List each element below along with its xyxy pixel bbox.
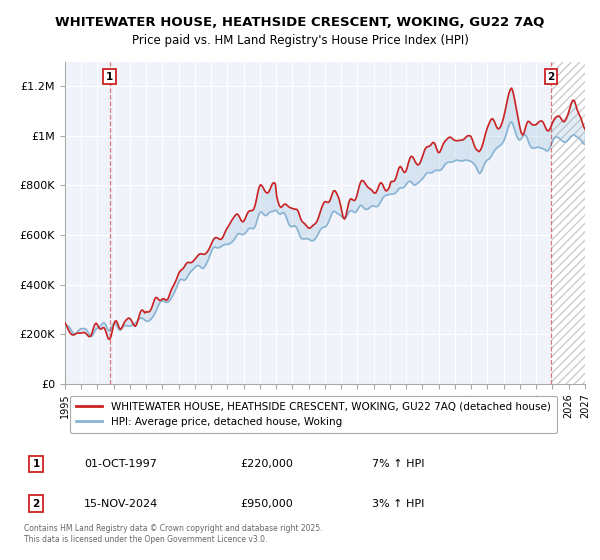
Bar: [553, 62, 585, 384]
Legend: WHITEWATER HOUSE, HEATHSIDE CRESCENT, WOKING, GU22 7AQ (detached house), HPI: Av: WHITEWATER HOUSE, HEATHSIDE CRESCENT, WO…: [70, 395, 557, 433]
Text: £950,000: £950,000: [240, 498, 293, 508]
Text: 1: 1: [32, 459, 40, 469]
Text: Contains HM Land Registry data © Crown copyright and database right 2025.
This d: Contains HM Land Registry data © Crown c…: [24, 524, 323, 544]
Text: Price paid vs. HM Land Registry's House Price Index (HPI): Price paid vs. HM Land Registry's House …: [131, 34, 469, 46]
Bar: [553, 62, 585, 384]
Text: 1: 1: [106, 72, 113, 82]
Text: 2: 2: [547, 72, 554, 82]
Text: 2: 2: [32, 498, 40, 508]
Text: WHITEWATER HOUSE, HEATHSIDE CRESCENT, WOKING, GU22 7AQ: WHITEWATER HOUSE, HEATHSIDE CRESCENT, WO…: [55, 16, 545, 29]
Text: 01-OCT-1997: 01-OCT-1997: [84, 459, 157, 469]
Text: £220,000: £220,000: [240, 459, 293, 469]
Text: 15-NOV-2024: 15-NOV-2024: [84, 498, 158, 508]
Text: 7% ↑ HPI: 7% ↑ HPI: [372, 459, 425, 469]
Text: 3% ↑ HPI: 3% ↑ HPI: [372, 498, 424, 508]
